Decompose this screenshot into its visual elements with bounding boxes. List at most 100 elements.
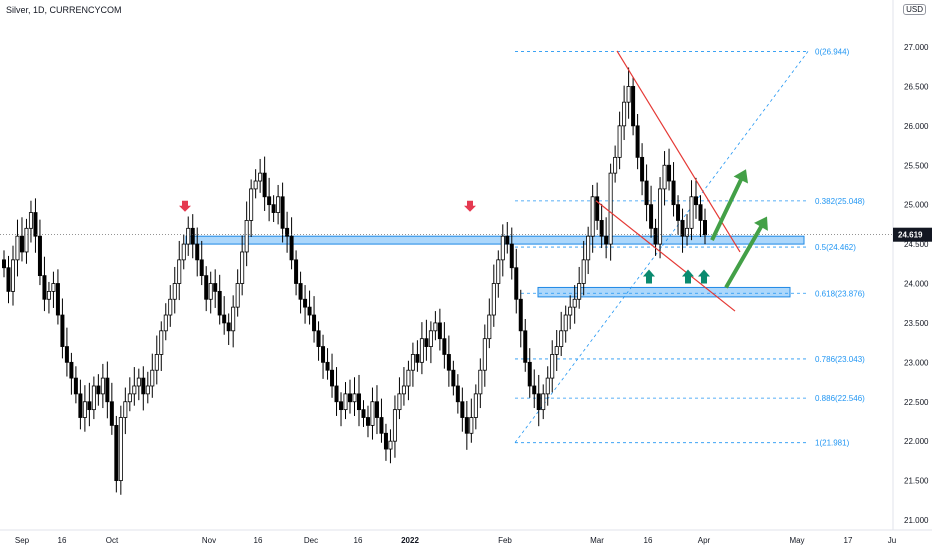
candle-body <box>87 401 92 411</box>
candle-body <box>608 172 613 245</box>
candle-body <box>132 385 137 395</box>
candle-body <box>127 393 132 403</box>
time-tick-label: 2022 <box>401 536 419 545</box>
time-tick-label: Ju <box>888 536 896 545</box>
candle-body <box>532 385 537 395</box>
candle-body <box>316 330 321 347</box>
candle-body <box>330 369 335 387</box>
candle-body <box>204 275 209 300</box>
down-arrow-icon <box>179 200 191 212</box>
candle-body <box>595 196 600 221</box>
candle-body <box>401 385 406 395</box>
price-tick-label: 25.000 <box>904 201 929 210</box>
candle-body <box>78 393 83 418</box>
candle-body <box>590 196 595 237</box>
candle-body <box>523 330 528 363</box>
candle-body <box>680 220 685 237</box>
price-tick-label: 26.000 <box>904 122 929 131</box>
chart-header-symbol: Silver, 1D, CURRENCYCOM <box>6 5 122 15</box>
candle-body <box>312 314 317 332</box>
candle-body <box>168 298 173 316</box>
candle-body <box>365 417 370 426</box>
candle-body <box>599 220 604 237</box>
candle-body <box>181 243 186 261</box>
candle-body <box>91 385 96 411</box>
candle-body <box>581 259 586 284</box>
candle-body <box>195 243 200 261</box>
candle-body <box>514 267 519 300</box>
time-tick-label: Apr <box>698 536 711 545</box>
candle-body <box>388 440 393 450</box>
fib-level-label: 0.786(23.043) <box>815 355 865 364</box>
candle-body <box>469 417 474 434</box>
candle-body <box>235 283 240 308</box>
candle-body <box>145 385 150 395</box>
candle-body <box>460 401 465 418</box>
candle-body <box>689 196 694 229</box>
candle-body <box>437 322 442 340</box>
candle-body <box>496 259 501 284</box>
fib-level-label: 0(26.944) <box>815 47 850 56</box>
green-projection-arrow-icon <box>724 216 768 289</box>
price-tick-label: 26.500 <box>904 82 929 91</box>
candle-body <box>33 212 38 237</box>
candle-body <box>631 86 636 127</box>
candle-body <box>244 220 249 253</box>
time-tick-label: May <box>789 536 804 545</box>
price-tick-label: 23.000 <box>904 358 929 367</box>
time-tick-label: Mar <box>590 536 604 545</box>
candle-body <box>10 259 15 292</box>
candle-body <box>82 401 87 418</box>
candle-body <box>568 306 573 316</box>
candle-body <box>321 346 326 363</box>
candle-body <box>177 259 182 284</box>
candle-body <box>563 314 568 332</box>
candle-body <box>24 227 29 253</box>
candle-body <box>262 172 267 198</box>
candle-body <box>46 290 51 300</box>
candle-body <box>150 369 155 387</box>
candle-body <box>649 204 654 229</box>
candle-body <box>433 322 438 332</box>
candle-body <box>509 243 514 269</box>
time-tick-label: 16 <box>58 536 67 545</box>
currency-badge[interactable]: USD <box>903 4 926 15</box>
candle-body <box>73 377 78 395</box>
time-tick-label: 17 <box>844 536 853 545</box>
price-tick-label: 24.000 <box>904 280 929 289</box>
candle-body <box>545 377 550 395</box>
time-tick-label: 16 <box>254 536 263 545</box>
candle-body <box>635 125 640 158</box>
candle-body <box>550 354 555 379</box>
candle-body <box>379 417 384 434</box>
candle-body <box>141 377 146 395</box>
candle-body <box>406 369 411 387</box>
time-tick-label: Nov <box>202 536 216 545</box>
candle-body <box>604 235 609 245</box>
candle-body <box>199 259 204 277</box>
candle-body <box>136 377 141 387</box>
candle-body <box>64 346 69 363</box>
candle-body <box>19 235 24 253</box>
wedge-upper-line <box>616 50 741 253</box>
candle-body <box>397 393 402 411</box>
price-tick-label: 22.500 <box>904 398 929 407</box>
candle-body <box>622 101 627 127</box>
candle-body <box>527 361 532 387</box>
candle-body <box>339 401 344 411</box>
candle-body <box>392 409 397 442</box>
candle-body <box>554 346 559 355</box>
candle-body <box>271 204 276 213</box>
down-arrow-icon <box>464 200 476 212</box>
time-tick-label: 16 <box>354 536 363 545</box>
candle-body <box>361 409 366 418</box>
candle-body <box>267 196 272 206</box>
candle-body <box>213 283 218 292</box>
candle-body <box>42 275 47 300</box>
fib-level-label: 0.382(25.048) <box>815 197 865 206</box>
candle-body <box>455 385 460 403</box>
candle-body <box>289 235 294 261</box>
price-tick-label: 22.000 <box>904 437 929 446</box>
candle-body <box>572 298 577 308</box>
